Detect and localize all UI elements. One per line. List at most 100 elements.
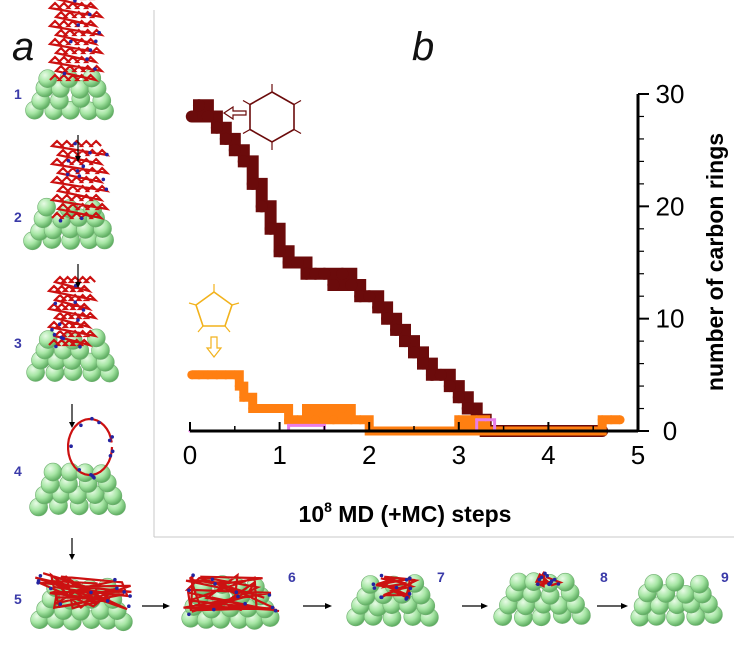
data-point — [399, 335, 412, 348]
hydrogen-atom — [53, 301, 58, 306]
hydrogen-atom — [110, 449, 115, 454]
hydrogen-atom — [90, 416, 94, 421]
hydrogen-atom — [537, 577, 542, 582]
data-point — [390, 323, 403, 336]
hydrogen-atom — [76, 23, 80, 27]
data-point — [310, 415, 320, 425]
hydrogen-atom — [76, 318, 80, 322]
hydrogen-atom — [187, 588, 191, 593]
ni-atom — [75, 463, 95, 483]
hydrogen-atom — [236, 594, 240, 599]
hydrogen-atom — [404, 597, 409, 601]
data-point — [336, 267, 349, 280]
hydrogen-atom — [213, 582, 217, 586]
pentagon-arrow-icon — [205, 336, 223, 358]
data-point — [597, 415, 607, 425]
x-tick-label: 0 — [183, 440, 197, 470]
hydrogen-atom — [543, 571, 547, 576]
carbon-network — [49, 139, 111, 220]
sequence-arrows — [69, 135, 628, 609]
hydrogen-atom — [379, 573, 384, 578]
x-tick-label: 3 — [452, 440, 466, 470]
hydrogen-atom — [77, 174, 82, 178]
data-point — [187, 370, 197, 380]
hydrogen-atom — [104, 187, 109, 192]
ni-atom — [38, 69, 58, 88]
hydrogen-atom — [81, 164, 86, 168]
x-axis-title: 108 MD (+MC) steps — [299, 499, 512, 527]
hydrogen-atom — [187, 612, 191, 617]
data-point — [345, 278, 358, 291]
panel-letter-b: b — [412, 25, 434, 69]
ni-atom — [665, 572, 685, 592]
ni-atom — [644, 574, 664, 593]
snapshot-9: 9 — [630, 569, 729, 627]
step-number: 7 — [437, 569, 445, 585]
hydrogen-atom — [408, 586, 413, 591]
hydrogen-atom — [394, 585, 399, 590]
x-tick-label: 5 — [631, 440, 645, 470]
hydrogen-atom — [97, 30, 101, 35]
hydrogen-atom — [108, 454, 113, 458]
data-point — [192, 99, 205, 112]
y-tick-label: 0 — [663, 416, 677, 446]
data-point — [212, 370, 222, 380]
x-axis-title-rest: MD (+MC) steps — [332, 501, 512, 527]
data-point — [228, 144, 241, 157]
ni-atom — [92, 464, 111, 484]
data-point — [475, 418, 479, 422]
hydrogen-atom — [58, 602, 63, 606]
x-tick-label: 4 — [541, 440, 555, 470]
data-point — [246, 177, 259, 190]
data-point — [255, 200, 268, 213]
data-point — [346, 415, 356, 425]
hydrogen-atom — [77, 468, 81, 472]
hydrogen-atom — [407, 592, 412, 596]
data-point — [615, 415, 625, 425]
data-point — [291, 256, 304, 269]
data-point — [354, 290, 367, 303]
ni-atom — [37, 197, 56, 217]
hydrogen-atom — [78, 345, 82, 349]
data-point — [318, 267, 331, 280]
data-point — [230, 370, 240, 380]
data-point — [327, 278, 340, 291]
hydrogen-atom — [107, 438, 112, 443]
carbon-network — [34, 572, 132, 611]
data-point — [201, 110, 214, 123]
pentagon-icon — [188, 284, 240, 333]
data-point — [355, 415, 365, 425]
arrowhead-icon — [75, 282, 81, 288]
data-point — [293, 415, 303, 425]
data-point — [434, 368, 447, 381]
hydrogen-atom — [79, 423, 83, 428]
data-point — [257, 404, 267, 414]
data-point — [372, 301, 385, 314]
x-tick-label: 2 — [362, 440, 376, 470]
data-point — [301, 404, 311, 414]
arrowhead-icon — [621, 603, 628, 609]
hydrogen-atom — [36, 581, 40, 585]
data-point — [363, 290, 376, 303]
data-point — [203, 370, 213, 380]
data-point — [425, 368, 438, 381]
x-tick-label: 1 — [272, 440, 286, 470]
data-point — [237, 155, 250, 168]
step-number: 3 — [14, 335, 22, 351]
hydrogen-atom — [210, 577, 215, 582]
hydrogen-atom — [75, 169, 80, 173]
data-point — [275, 404, 285, 414]
y-tick-label: 20 — [656, 191, 685, 221]
hydrogen-atom — [128, 594, 132, 598]
y-axis-title: number of carbon rings — [702, 133, 728, 391]
hydrogen-atom — [122, 590, 126, 594]
carbon-network — [47, 0, 105, 82]
data-point — [210, 121, 223, 134]
hydrogen-atom — [552, 577, 557, 582]
step-number: 5 — [14, 591, 22, 607]
hydrogen-atom — [38, 574, 43, 578]
hydrogen-atom — [105, 599, 110, 603]
data-point — [266, 404, 276, 414]
data-point — [416, 357, 429, 370]
